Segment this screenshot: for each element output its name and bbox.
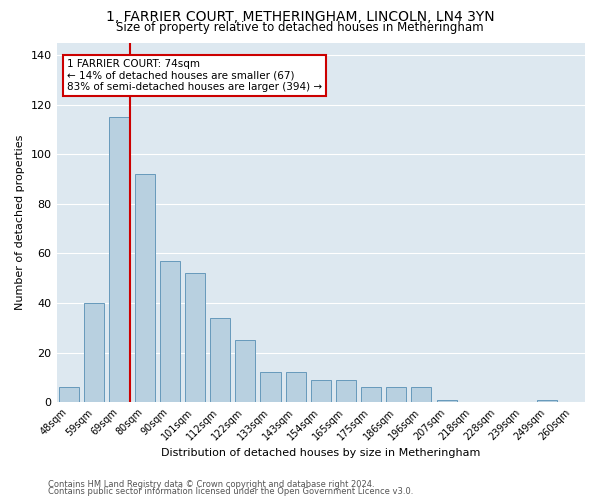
Bar <box>210 318 230 402</box>
Y-axis label: Number of detached properties: Number of detached properties <box>15 134 25 310</box>
X-axis label: Distribution of detached houses by size in Metheringham: Distribution of detached houses by size … <box>161 448 481 458</box>
Bar <box>109 117 130 402</box>
Text: 1 FARRIER COURT: 74sqm
← 14% of detached houses are smaller (67)
83% of semi-det: 1 FARRIER COURT: 74sqm ← 14% of detached… <box>67 58 322 92</box>
Bar <box>235 340 256 402</box>
Bar <box>160 261 180 402</box>
Bar <box>311 380 331 402</box>
Bar <box>260 372 281 402</box>
Bar <box>412 388 431 402</box>
Text: Size of property relative to detached houses in Metheringham: Size of property relative to detached ho… <box>116 21 484 34</box>
Text: Contains HM Land Registry data © Crown copyright and database right 2024.: Contains HM Land Registry data © Crown c… <box>48 480 374 489</box>
Bar <box>84 303 104 402</box>
Bar <box>185 273 205 402</box>
Text: 1, FARRIER COURT, METHERINGHAM, LINCOLN, LN4 3YN: 1, FARRIER COURT, METHERINGHAM, LINCOLN,… <box>106 10 494 24</box>
Bar <box>134 174 155 402</box>
Bar <box>59 388 79 402</box>
Bar <box>437 400 457 402</box>
Text: Contains public sector information licensed under the Open Government Licence v3: Contains public sector information licen… <box>48 487 413 496</box>
Bar <box>361 388 381 402</box>
Bar <box>537 400 557 402</box>
Bar <box>386 388 406 402</box>
Bar <box>336 380 356 402</box>
Bar <box>286 372 305 402</box>
